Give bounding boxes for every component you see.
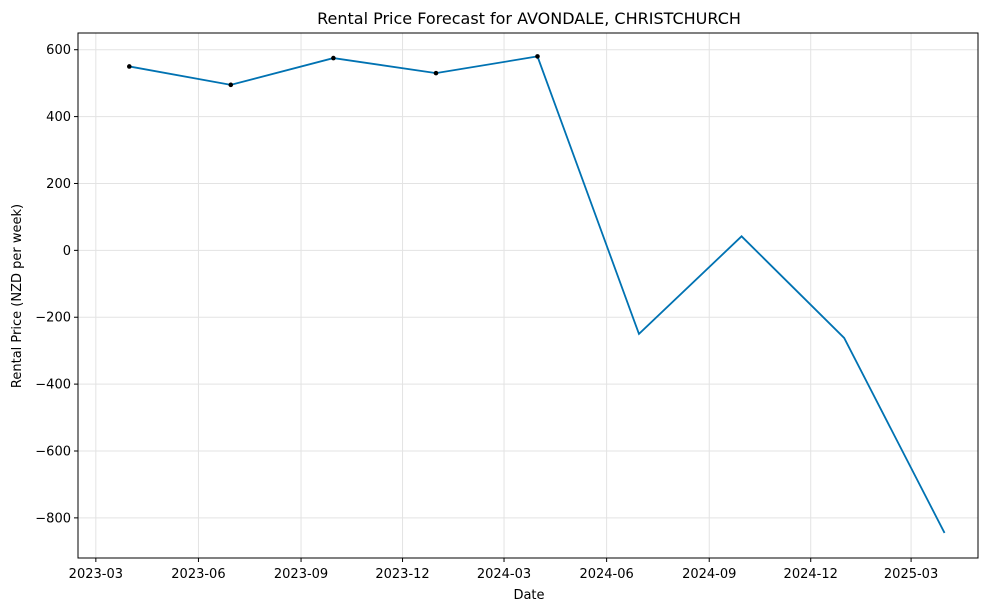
series-layer: [127, 54, 946, 534]
x-axis: 2023-03 2023-06 2023-09 2023-12 2024-03 2024-…: [69, 558, 938, 582]
y-axis-title: Rental Price (NZD per week): [10, 204, 25, 388]
x-tick-label: 2024-06: [579, 567, 633, 582]
chart-title: Rental Price Forecast for AVONDALE, CHRI…: [317, 9, 741, 28]
x-axis-title: Date: [513, 588, 544, 603]
observed-point: [127, 64, 132, 69]
y-axis: 600 400 200 0 −200 −400 −600 −800: [35, 43, 78, 526]
x-tick-label: 2023-12: [375, 567, 429, 582]
observed-point: [228, 82, 234, 88]
y-tick-label: −800: [35, 511, 71, 526]
y-tick-label: 600: [46, 43, 71, 58]
x-tick-label: 2024-12: [784, 567, 838, 582]
x-tick-label: 2023-06: [171, 567, 225, 582]
y-tick-label: 0: [63, 244, 71, 259]
y-tick-label: −600: [35, 444, 71, 459]
plot-frame: [77, 32, 979, 559]
observed-point: [535, 54, 540, 59]
x-tick-label: 2025-03: [884, 567, 938, 582]
y-tick-label: −200: [35, 311, 71, 326]
observed-point: [331, 55, 336, 61]
grid: [78, 33, 978, 558]
observed-point: [433, 70, 439, 76]
x-tick-label: 2024-03: [477, 567, 531, 582]
x-tick-label: 2024-09: [682, 567, 736, 582]
x-tick-label: 2023-09: [274, 567, 328, 582]
y-tick-label: 400: [46, 110, 71, 125]
y-tick-label: −400: [35, 378, 71, 393]
y-tick-label: 200: [46, 177, 71, 192]
forecast-line: [129, 55, 946, 534]
x-tick-label: 2023-03: [69, 567, 123, 582]
